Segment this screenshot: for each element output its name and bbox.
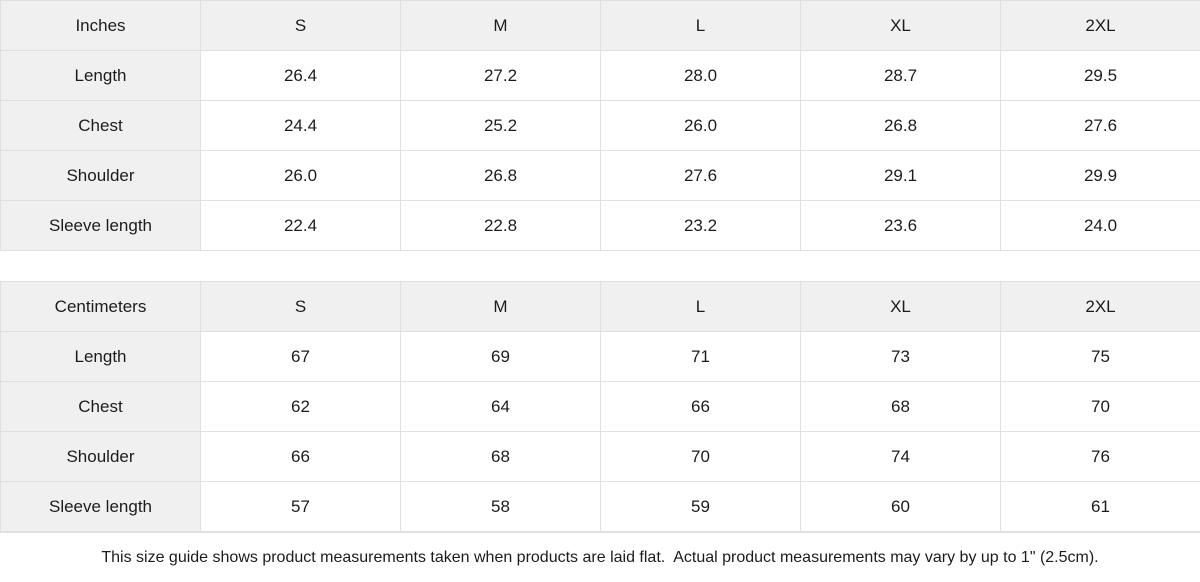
measurement-cell: 27.2 [401, 51, 601, 101]
table-header-row: Centimeters S M L XL 2XL [1, 282, 1200, 332]
size-col-header: M [401, 282, 601, 332]
measurement-cell: 28.7 [801, 51, 1001, 101]
measurement-cell: 75 [1001, 332, 1200, 382]
row-label: Chest [1, 101, 201, 151]
measurement-cell: 64 [401, 382, 601, 432]
centimeters-table: Centimeters S M L XL 2XL Length 67 69 71… [0, 281, 1200, 532]
measurement-cell: 26.8 [401, 151, 601, 201]
measurement-cell: 68 [801, 382, 1001, 432]
measurement-cell: 59 [601, 482, 801, 532]
table-row: Chest 24.4 25.2 26.0 26.8 27.6 [1, 101, 1200, 151]
measurement-cell: 76 [1001, 432, 1200, 482]
table-row: Length 67 69 71 73 75 [1, 332, 1200, 382]
row-label: Length [1, 332, 201, 382]
table-row: Shoulder 26.0 26.8 27.6 29.1 29.9 [1, 151, 1200, 201]
row-label: Shoulder [1, 432, 201, 482]
table-header-row: Inches S M L XL 2XL [1, 1, 1200, 51]
row-label: Shoulder [1, 151, 201, 201]
size-col-header: S [201, 1, 401, 51]
table-row: Sleeve length 22.4 22.8 23.2 23.6 24.0 [1, 201, 1200, 251]
measurement-cell: 24.0 [1001, 201, 1200, 251]
size-col-header: M [401, 1, 601, 51]
measurement-cell: 67 [201, 332, 401, 382]
measurement-cell: 70 [1001, 382, 1200, 432]
measurement-cell: 60 [801, 482, 1001, 532]
measurement-cell: 26.0 [201, 151, 401, 201]
table-row: Shoulder 66 68 70 74 76 [1, 432, 1200, 482]
row-label: Length [1, 51, 201, 101]
measurement-cell: 22.4 [201, 201, 401, 251]
size-col-header: L [601, 282, 801, 332]
measurement-cell: 27.6 [601, 151, 801, 201]
measurement-cell: 58 [401, 482, 601, 532]
measurement-cell: 62 [201, 382, 401, 432]
measurement-cell: 27.6 [1001, 101, 1200, 151]
measurement-cell: 71 [601, 332, 801, 382]
measurement-cell: 61 [1001, 482, 1200, 532]
inches-table: Inches S M L XL 2XL Length 26.4 27.2 28.… [0, 0, 1200, 251]
unit-header-cell: Centimeters [1, 282, 201, 332]
unit-header-cell: Inches [1, 1, 201, 51]
size-guide-disclaimer: This size guide shows product measuremen… [0, 532, 1200, 582]
measurement-cell: 57 [201, 482, 401, 532]
row-label: Chest [1, 382, 201, 432]
measurement-cell: 25.2 [401, 101, 601, 151]
measurement-cell: 29.9 [1001, 151, 1200, 201]
measurement-cell: 68 [401, 432, 601, 482]
table-row: Length 26.4 27.2 28.0 28.7 29.5 [1, 51, 1200, 101]
measurement-cell: 23.2 [601, 201, 801, 251]
measurement-cell: 23.6 [801, 201, 1001, 251]
measurement-cell: 22.8 [401, 201, 601, 251]
table-gap [0, 251, 1200, 281]
size-col-header: XL [801, 282, 1001, 332]
measurement-cell: 66 [601, 382, 801, 432]
size-col-header: L [601, 1, 801, 51]
measurement-cell: 74 [801, 432, 1001, 482]
table-row: Chest 62 64 66 68 70 [1, 382, 1200, 432]
table-row: Sleeve length 57 58 59 60 61 [1, 482, 1200, 532]
measurement-cell: 29.1 [801, 151, 1001, 201]
measurement-cell: 29.5 [1001, 51, 1200, 101]
row-label: Sleeve length [1, 201, 201, 251]
measurement-cell: 66 [201, 432, 401, 482]
measurement-cell: 70 [601, 432, 801, 482]
measurement-cell: 28.0 [601, 51, 801, 101]
measurement-cell: 24.4 [201, 101, 401, 151]
measurement-cell: 69 [401, 332, 601, 382]
measurement-cell: 26.4 [201, 51, 401, 101]
size-col-header: S [201, 282, 401, 332]
row-label: Sleeve length [1, 482, 201, 532]
size-col-header: 2XL [1001, 282, 1200, 332]
measurement-cell: 26.0 [601, 101, 801, 151]
measurement-cell: 73 [801, 332, 1001, 382]
size-col-header: XL [801, 1, 1001, 51]
measurement-cell: 26.8 [801, 101, 1001, 151]
size-col-header: 2XL [1001, 1, 1200, 51]
